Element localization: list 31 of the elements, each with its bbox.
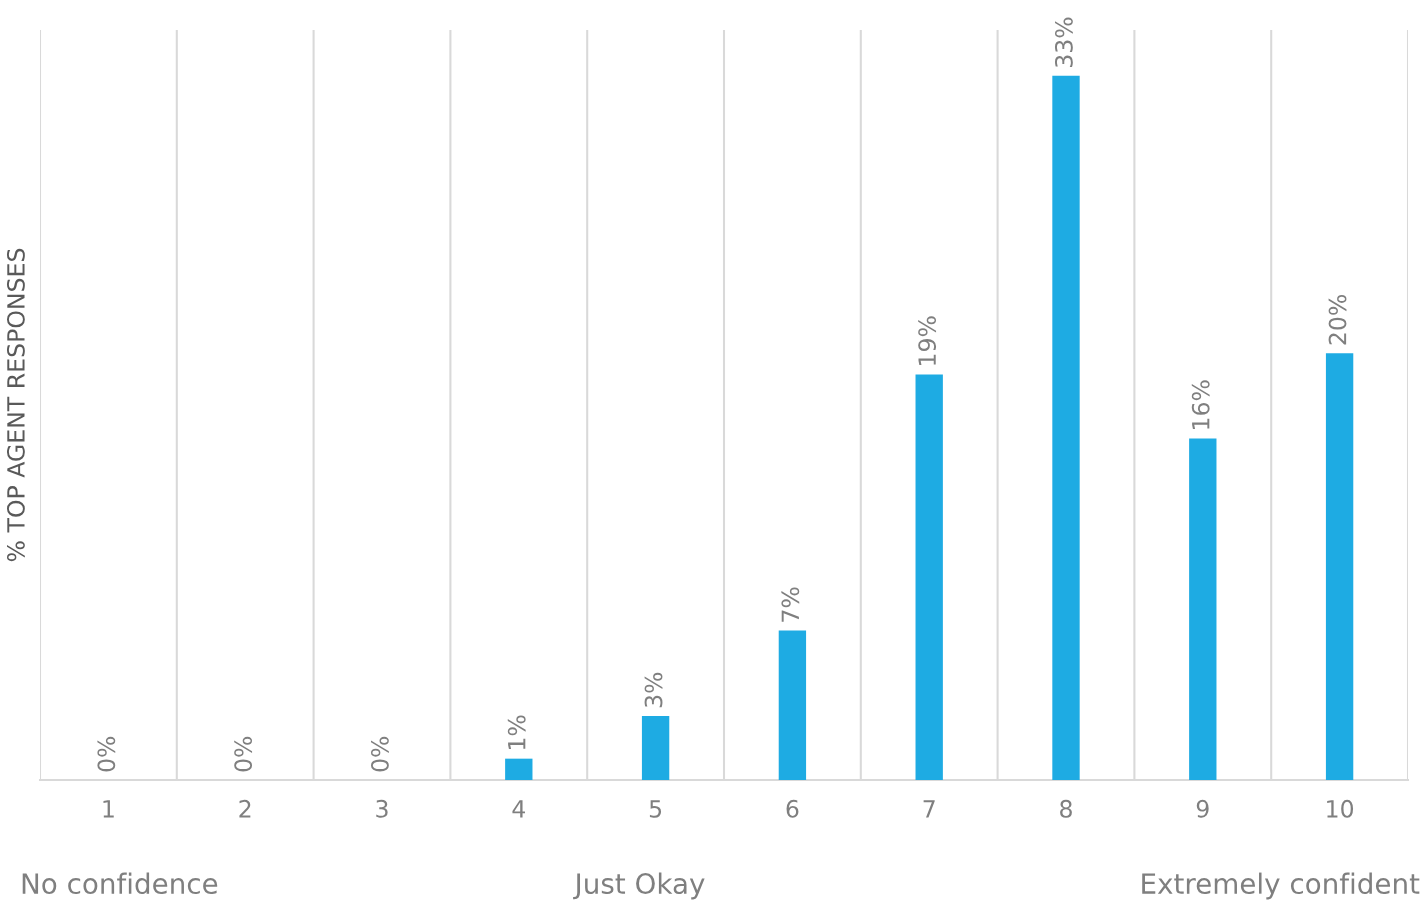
data-label: 0% (97, 736, 116, 772)
bar (915, 374, 943, 780)
x-tick-label: 2 (239, 799, 251, 818)
data-label: 7% (781, 587, 800, 622)
data-label: 19% (918, 316, 937, 365)
x-tick-label: 9 (1196, 799, 1209, 818)
data-label: 16% (1191, 380, 1210, 429)
text: No confidence (22, 872, 218, 895)
bar (505, 758, 533, 780)
x-tick-label: 5 (649, 800, 662, 818)
bar (1189, 438, 1217, 780)
x-tick-label: 4 (512, 800, 525, 818)
data-label: 0% (370, 736, 389, 772)
data-label: 20% (1328, 294, 1347, 345)
x-tick-label: 8 (1060, 799, 1072, 818)
bar (641, 715, 670, 780)
x-tick-label: 10 (1327, 799, 1354, 818)
data-label: 0% (234, 736, 253, 772)
bar (778, 630, 807, 780)
text: Just Okay (573, 872, 705, 900)
x-tick-label: 6 (786, 799, 799, 818)
x-tick-label: 3 (376, 799, 388, 818)
y-axis-title: % TOP AGENT RESPONSES (6, 248, 25, 562)
x-tick-label: 7 (923, 800, 935, 818)
text: Extremely confident (1142, 872, 1420, 900)
data-label: 33% (1054, 17, 1073, 67)
data-label: 3% (644, 672, 663, 708)
x-tick-label: 1 (103, 800, 114, 818)
bar (1325, 353, 1354, 780)
bar (1052, 75, 1080, 780)
data-label: 1% (507, 715, 526, 750)
